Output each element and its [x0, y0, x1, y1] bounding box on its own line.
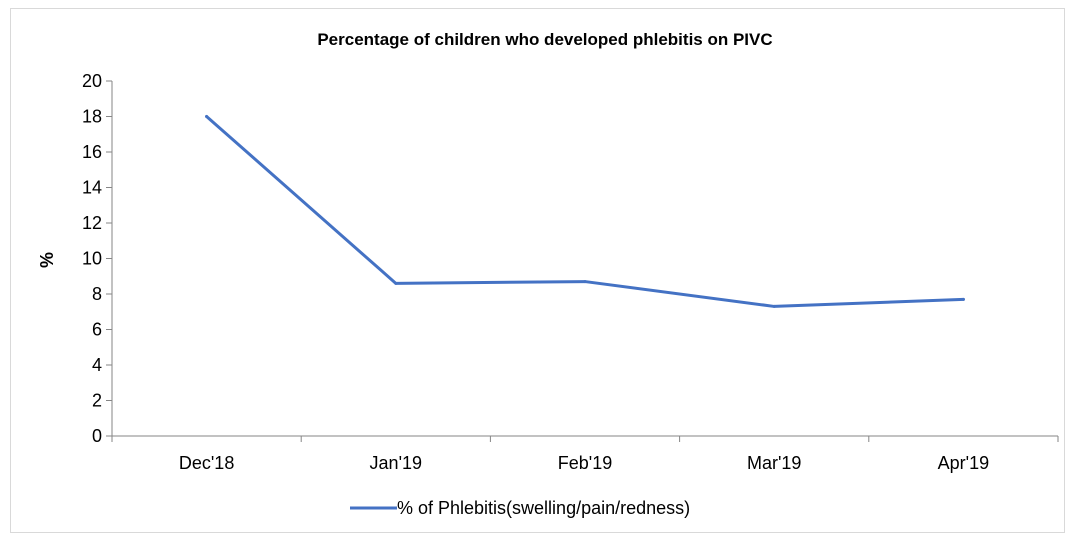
y-tick-label: 2: [92, 391, 102, 411]
y-tick-label: 6: [92, 320, 102, 340]
legend: % of Phlebitis(swelling/pain/redness): [350, 498, 690, 518]
data-point: [394, 281, 398, 285]
data-point: [961, 297, 965, 301]
chart-title: Percentage of children who developed phl…: [317, 30, 772, 49]
y-axis-label: %: [37, 252, 57, 268]
y-tick-label: 14: [82, 178, 102, 198]
y-tick-label: 18: [82, 107, 102, 127]
y-tick-label: 10: [82, 249, 102, 269]
x-tick-label: Jan'19: [370, 453, 422, 473]
x-tick-label: Dec'18: [179, 453, 234, 473]
y-axis: 0 2 4 6 8 10 12 14 16 18 20: [82, 71, 113, 446]
chart-frame: [10, 8, 1065, 533]
x-axis: Dec'18 Jan'19 Feb'19 Mar'19 Apr'19: [111, 435, 1059, 473]
y-tick-label: 20: [82, 71, 102, 91]
x-tick-label: Mar'19: [747, 453, 801, 473]
y-tick-label: 16: [82, 142, 102, 162]
y-tick-label: 0: [92, 426, 102, 446]
data-point: [205, 115, 209, 118]
legend-label: % of Phlebitis(swelling/pain/redness): [397, 498, 690, 518]
y-tick-label: 12: [82, 213, 102, 233]
x-tick-label: Feb'19: [558, 453, 612, 473]
data-point: [583, 280, 587, 284]
data-point: [772, 304, 776, 308]
y-tick-label: 8: [92, 284, 102, 304]
x-tick-label: Apr'19: [938, 453, 989, 473]
series-line: [205, 115, 965, 308]
y-tick-label: 4: [92, 355, 102, 375]
series-group: [205, 115, 965, 308]
